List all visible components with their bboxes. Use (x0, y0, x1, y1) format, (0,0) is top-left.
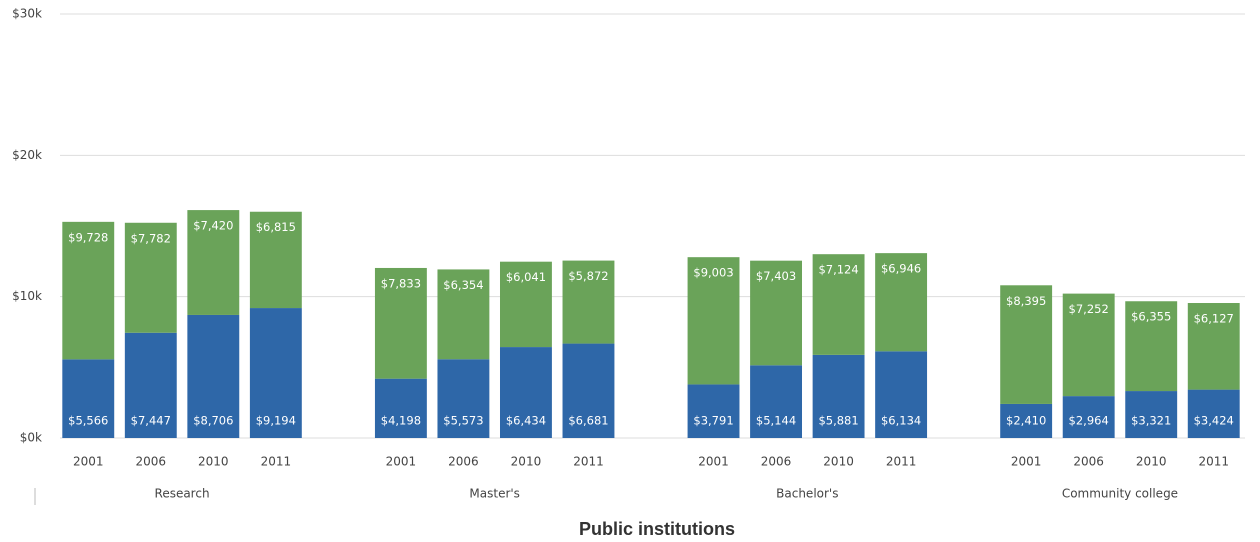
x-tick-label: 2010 (198, 455, 229, 469)
value-label: $6,815 (256, 220, 296, 234)
value-label: $5,566 (68, 414, 108, 428)
y-tick-label: $0k (20, 431, 42, 445)
x-tick-label: 2001 (1011, 455, 1042, 469)
value-label: $7,420 (193, 219, 233, 233)
value-label: $3,424 (1194, 414, 1234, 428)
bar-segment (124, 222, 177, 333)
x-tick-label: 2006 (1073, 455, 1104, 469)
bar-segment (374, 378, 427, 438)
value-label: $7,403 (756, 269, 796, 283)
value-label: $5,881 (818, 414, 858, 428)
value-label: $8,395 (1006, 294, 1046, 308)
bar-segment (812, 254, 865, 355)
bar-segment (1125, 391, 1178, 438)
value-label: $5,872 (568, 269, 608, 283)
bar-segment (1000, 403, 1053, 438)
y-tick-label: $20k (12, 148, 42, 162)
value-label: $7,782 (131, 231, 171, 245)
value-label: $9,728 (68, 230, 108, 244)
x-tick-label: 2010 (823, 455, 854, 469)
x-tick-label: 2010 (1136, 455, 1167, 469)
bar-segment (499, 347, 552, 438)
bar-segment (1062, 396, 1115, 438)
bar-segment (875, 351, 928, 438)
value-label: $7,252 (1069, 302, 1109, 316)
x-tick-label: 2001 (73, 455, 104, 469)
value-label: $3,791 (693, 414, 733, 428)
value-label: $6,434 (506, 414, 546, 428)
bar-segment (1062, 293, 1115, 397)
x-tick-label: 2011 (573, 455, 604, 469)
x-tick-label: 2011 (886, 455, 917, 469)
x-tick-label: 2001 (698, 455, 729, 469)
x-tick-label: 2001 (386, 455, 417, 469)
value-label: $5,144 (756, 414, 796, 428)
value-label: $2,410 (1006, 414, 1046, 428)
bar-segment (62, 359, 115, 438)
x-tick-label: 2006 (136, 455, 167, 469)
value-label: $6,355 (1131, 310, 1171, 324)
bar-segment (687, 384, 740, 438)
bar-segment (124, 332, 177, 438)
value-label: $6,041 (506, 270, 546, 284)
bar-segment (1187, 303, 1240, 390)
value-label: $6,946 (881, 262, 921, 276)
value-label: $6,354 (443, 278, 483, 292)
bar-segment (562, 343, 615, 438)
value-label: $3,321 (1131, 414, 1171, 428)
x-tick-label: 2006 (761, 455, 792, 469)
bar-segment (687, 257, 740, 385)
value-label: $7,124 (818, 263, 858, 277)
bar-segment (1187, 389, 1240, 438)
x-tick-label: 2011 (261, 455, 292, 469)
value-label: $9,003 (693, 266, 733, 280)
bar-segment (62, 221, 115, 360)
x-tick-label: 2006 (448, 455, 479, 469)
value-label: $7,833 (381, 276, 421, 290)
y-tick-label: $30k (12, 7, 42, 21)
group-label: Master's (469, 487, 520, 501)
bar-segment (374, 267, 427, 379)
bar-segment (750, 260, 803, 366)
value-label: $4,198 (381, 414, 421, 428)
value-label: $7,447 (131, 414, 171, 428)
value-label: $6,681 (568, 414, 608, 428)
bar-segment (562, 260, 615, 344)
x-tick-label: 2010 (511, 455, 542, 469)
value-label: $5,573 (443, 414, 483, 428)
bar-segment (812, 354, 865, 438)
value-label: $6,127 (1194, 312, 1234, 326)
bar-segment (437, 269, 490, 360)
group-label: Bachelor's (776, 487, 838, 501)
y-tick-label: $10k (12, 289, 42, 303)
bar-segment (1125, 301, 1178, 392)
bar-segment (1000, 285, 1053, 404)
group-label: Community college (1062, 487, 1178, 501)
value-label: $6,134 (881, 414, 921, 428)
x-axis-title: Public institutions (579, 519, 735, 539)
bar-segment (875, 253, 928, 352)
value-label: $2,964 (1069, 414, 1109, 428)
value-label: $9,194 (256, 414, 296, 428)
bar-segment (499, 261, 552, 348)
group-label: Research (155, 487, 210, 501)
bar-segment (187, 210, 240, 315)
value-label: $8,706 (193, 414, 233, 428)
x-tick-label: 2011 (1198, 455, 1229, 469)
bar-segment (249, 211, 302, 309)
bar-segment (249, 308, 302, 438)
bar-segment (437, 359, 490, 438)
bar-segment (187, 314, 240, 438)
bar-segment (750, 365, 803, 438)
